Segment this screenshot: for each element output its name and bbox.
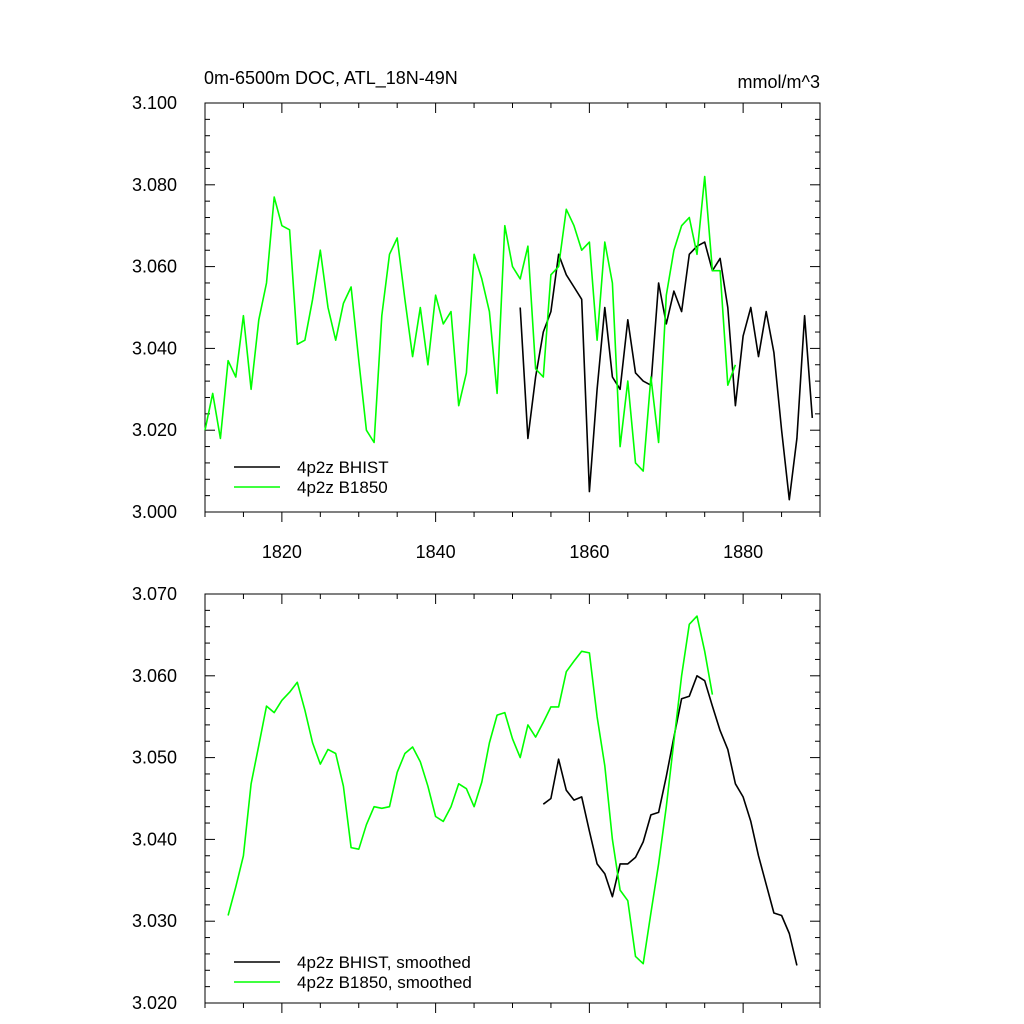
- y-tick-label: 3.020: [132, 993, 177, 1013]
- y-tick-label: 3.020: [132, 420, 177, 440]
- y-tick-label: 3.080: [132, 175, 177, 195]
- x-tick-label: 1860: [569, 542, 609, 562]
- units-label: mmol/m^3: [738, 72, 820, 92]
- y-tick-label: 3.030: [132, 911, 177, 931]
- x-tick-label: 1840: [416, 542, 456, 562]
- x-tick-label: 1880: [723, 542, 763, 562]
- top-panel: 3.000 3.020 3.040 3.060 3.080 3.100 1820 1840 18…: [132, 93, 821, 562]
- x-tick-label: 1820: [262, 542, 302, 562]
- legend-label: 4p2z B1850, smoothed: [297, 973, 472, 992]
- y-tick-label: 3.070: [132, 584, 177, 604]
- legend-label: 4p2z B1850: [297, 478, 388, 497]
- series-line: [519, 241, 814, 501]
- y-tick-label: 3.050: [132, 748, 177, 768]
- legend-label: 4p2z BHIST: [297, 458, 389, 477]
- legend-label: 4p2z BHIST, smoothed: [297, 953, 471, 972]
- plot-frame: [204, 593, 821, 1004]
- bottom-panel: 3.020 3.030 3.040 3.050 3.060 3.070 4p2z BHIST…: [132, 584, 821, 1013]
- chart-title: 0m-6500m DOC, ATL_18N-49N: [204, 68, 458, 89]
- y-tick-label: 3.060: [132, 257, 177, 277]
- series-line: [227, 615, 714, 965]
- y-tick-label: 3.040: [132, 338, 177, 358]
- series-line: [204, 175, 737, 472]
- series-line: [542, 674, 798, 966]
- y-tick-label: 3.100: [132, 93, 177, 113]
- y-tick-label: 3.060: [132, 666, 177, 686]
- y-tick-label: 3.040: [132, 829, 177, 849]
- y-tick-label: 3.000: [132, 502, 177, 522]
